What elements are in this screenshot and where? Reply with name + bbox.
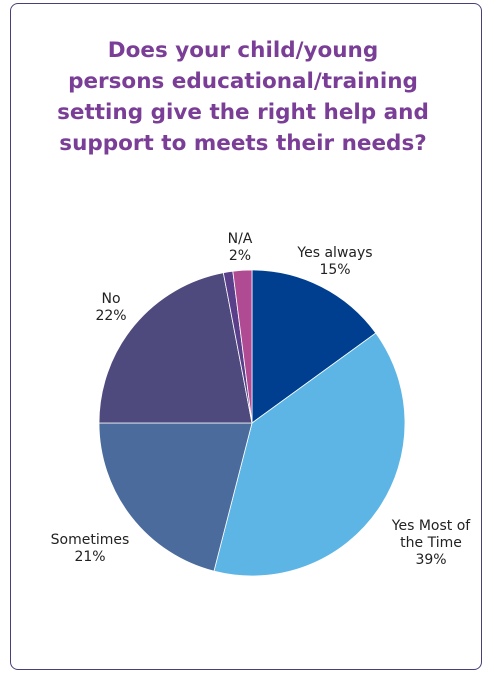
slice-label-line: 39%	[415, 552, 446, 568]
slice-label-sometimes: Sometimes 21%	[51, 532, 130, 565]
slice-label-line: 22%	[95, 308, 126, 324]
slice-label-yes-most-of-the-time: Yes Most of the Time 39%	[391, 518, 471, 568]
slice-label-n-a: N/A 2%	[228, 231, 253, 264]
pie-slice-no	[98, 272, 253, 424]
slice-label-line: 21%	[74, 549, 105, 565]
slice-label-line: Yes Most of	[391, 518, 471, 534]
slice-label-line: the Time	[400, 535, 462, 551]
title-line-4: support to meets their needs?	[59, 131, 427, 156]
pie-slice-yes-always	[251, 269, 377, 424]
title-line-2: persons educational/training	[68, 69, 418, 94]
pie-slice-sometimes	[98, 422, 253, 572]
slice-label-line: 2%	[229, 248, 251, 264]
slice-label-line: Yes always	[296, 245, 372, 261]
title-line-3: setting give the right help and	[57, 100, 429, 125]
slice-label-line: No	[101, 291, 120, 307]
chart-title: Does your child/young persons educationa…	[20, 35, 466, 159]
pie-slice-n-a	[232, 269, 253, 424]
slice-label-line: Sometimes	[51, 532, 130, 548]
slice-label-yes-always: Yes always 15%	[296, 245, 372, 278]
pie-slice-yes-most-of-the-time	[213, 332, 406, 577]
slice-label-line: N/A	[228, 231, 253, 247]
slice-label-no: No 22%	[95, 291, 126, 324]
title-line-1: Does your child/young	[107, 38, 379, 63]
slice-label-line: 15%	[319, 262, 350, 278]
